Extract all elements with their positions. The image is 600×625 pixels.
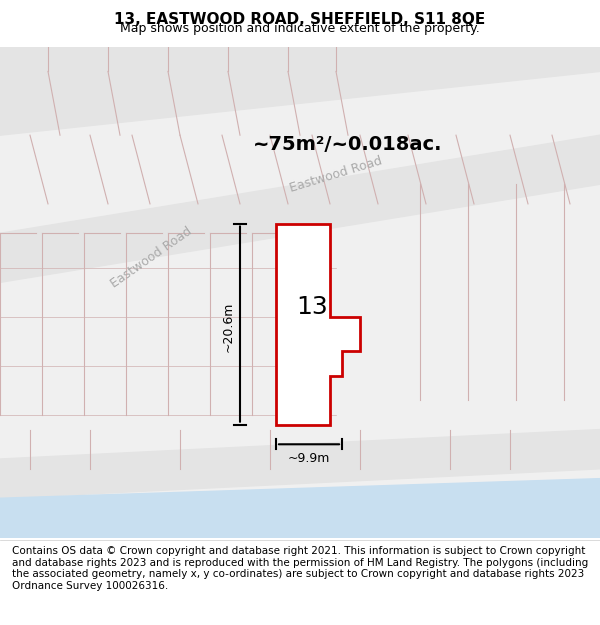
- Text: 13, EASTWOOD ROAD, SHEFFIELD, S11 8QE: 13, EASTWOOD ROAD, SHEFFIELD, S11 8QE: [115, 12, 485, 27]
- Text: ~75m²/~0.018ac.: ~75m²/~0.018ac.: [253, 136, 443, 154]
- Text: 13: 13: [296, 295, 328, 319]
- Text: ~9.9m: ~9.9m: [288, 452, 330, 466]
- Text: Contains OS data © Crown copyright and database right 2021. This information is : Contains OS data © Crown copyright and d…: [12, 546, 588, 591]
- Text: ~20.6m: ~20.6m: [221, 301, 235, 352]
- Polygon shape: [0, 479, 600, 538]
- Text: Eastwood Road: Eastwood Road: [288, 154, 384, 195]
- Polygon shape: [0, 47, 600, 135]
- Text: Map shows position and indicative extent of the property.: Map shows position and indicative extent…: [120, 22, 480, 35]
- Polygon shape: [276, 224, 360, 424]
- Polygon shape: [0, 429, 600, 498]
- Polygon shape: [0, 135, 600, 282]
- Text: Eastwood Road: Eastwood Road: [108, 225, 194, 291]
